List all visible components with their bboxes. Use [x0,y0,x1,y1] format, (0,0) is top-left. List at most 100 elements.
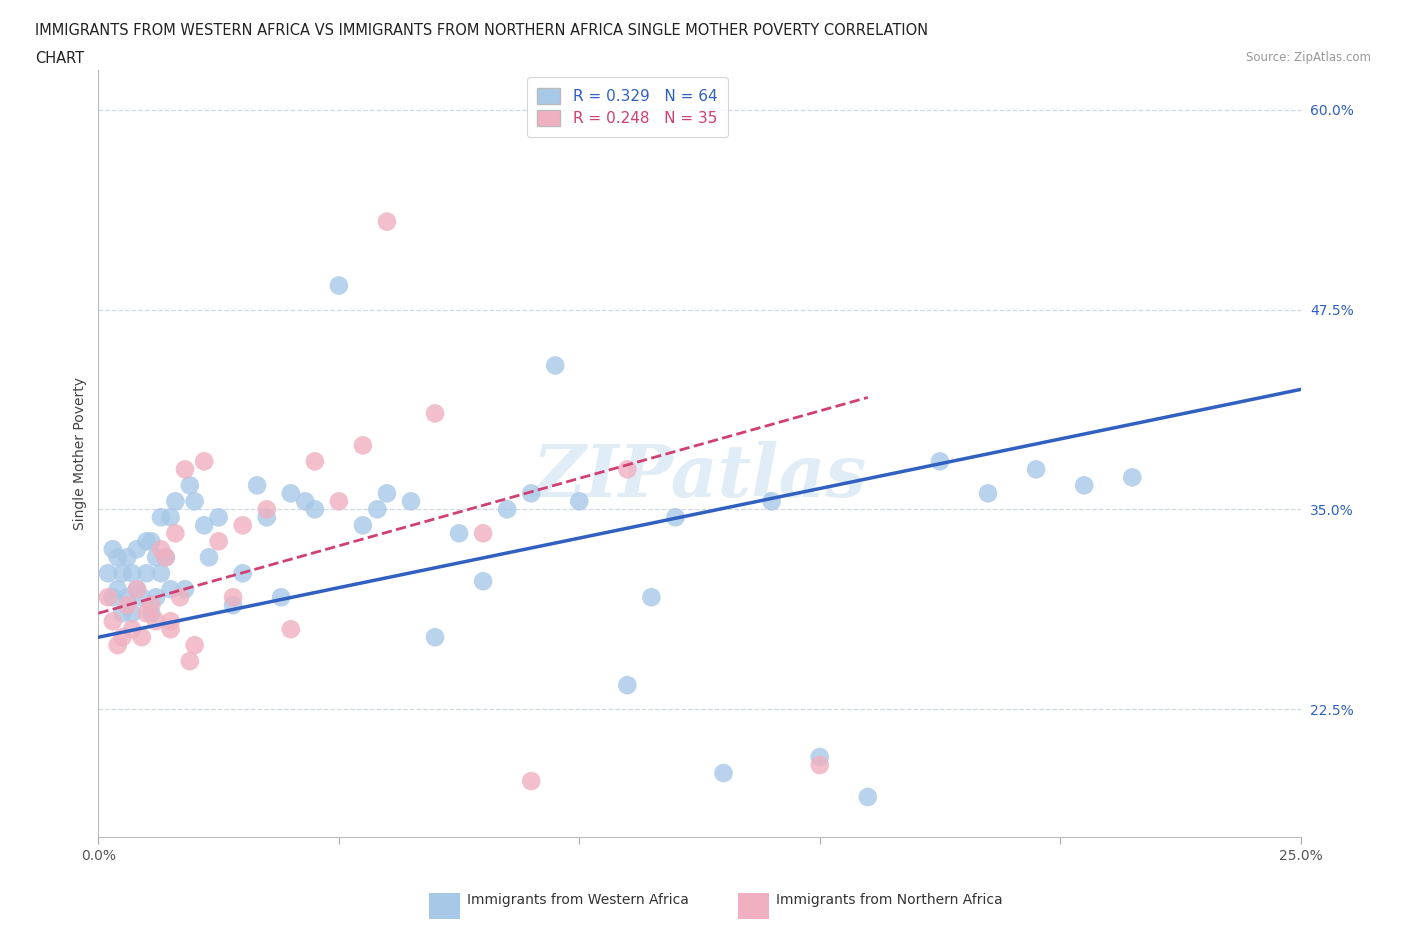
Text: Immigrants from Western Africa: Immigrants from Western Africa [467,893,689,907]
Point [159,622,181,637]
Point [165,525,187,540]
Point [169,590,191,604]
Point [294,494,316,509]
Point [352,438,374,453]
Point [101,590,124,604]
Point [131,590,153,604]
Text: Immigrants from Northern Africa: Immigrants from Northern Africa [776,893,1002,907]
Point [544,358,567,373]
Point [375,485,398,500]
Point [179,654,201,669]
Point [256,510,278,525]
Point [856,790,879,804]
Point [145,550,167,565]
Point [366,502,388,517]
Point [246,478,269,493]
Legend: R = 0.329   N = 64, R = 0.248   N = 35: R = 0.329 N = 64, R = 0.248 N = 35 [527,77,728,137]
Point [328,278,350,293]
Point [125,542,148,557]
Point [97,565,120,580]
Point [222,598,245,613]
Point [399,494,422,509]
Point [159,582,181,597]
Point [131,630,153,644]
Point [145,614,167,629]
Point [183,638,205,653]
Point [193,518,215,533]
Point [149,542,172,557]
Point [616,462,638,477]
Point [107,550,129,565]
Point [520,485,543,500]
Point [159,510,181,525]
Point [174,462,197,477]
Point [352,518,374,533]
Point [208,510,231,525]
Point [256,502,278,517]
Point [165,494,187,509]
Point [117,598,139,613]
Point [193,454,215,469]
Point [616,678,638,693]
Point [117,590,139,604]
Point [159,614,181,629]
Point [117,550,139,565]
Point [155,550,177,565]
Point [125,582,148,597]
Point [101,542,124,557]
Text: ZIPatlas: ZIPatlas [533,441,866,512]
Point [208,534,231,549]
Point [101,614,124,629]
Point [155,550,177,565]
Text: IMMIGRANTS FROM WESTERN AFRICA VS IMMIGRANTS FROM NORTHERN AFRICA SINGLE MOTHER : IMMIGRANTS FROM WESTERN AFRICA VS IMMIGR… [35,23,928,38]
Point [568,494,591,509]
Text: CHART: CHART [35,51,84,66]
Point [145,590,167,604]
Point [111,605,134,620]
Point [1025,462,1047,477]
Point [808,758,831,773]
Point [183,494,205,509]
Point [107,638,129,653]
Point [149,510,172,525]
Point [111,565,134,580]
Point [520,774,543,789]
Point [423,630,446,644]
Point [304,502,326,517]
Point [375,214,398,229]
Point [713,765,735,780]
Point [328,494,350,509]
Point [447,525,470,540]
Point [280,622,302,637]
Point [640,590,662,604]
Point [232,518,254,533]
Point [135,605,157,620]
Point [125,582,148,597]
Point [135,534,157,549]
Point [928,454,950,469]
Point [111,630,134,644]
Point [1121,470,1143,485]
Point [121,565,143,580]
Y-axis label: Single Mother Poverty: Single Mother Poverty [73,377,87,530]
Point [280,485,302,500]
Point [664,510,686,525]
Point [135,565,157,580]
Point [423,406,446,421]
Point [472,525,495,540]
Point [761,494,783,509]
Point [141,605,163,620]
Point [270,590,292,604]
Point [222,590,245,604]
Point [179,478,201,493]
Point [977,485,1000,500]
Point [1073,478,1095,493]
Point [808,750,831,764]
Point [232,565,254,580]
Point [496,502,519,517]
Point [472,574,495,589]
Point [121,605,143,620]
Point [198,550,221,565]
Point [141,598,163,613]
Text: Source: ZipAtlas.com: Source: ZipAtlas.com [1246,51,1371,64]
